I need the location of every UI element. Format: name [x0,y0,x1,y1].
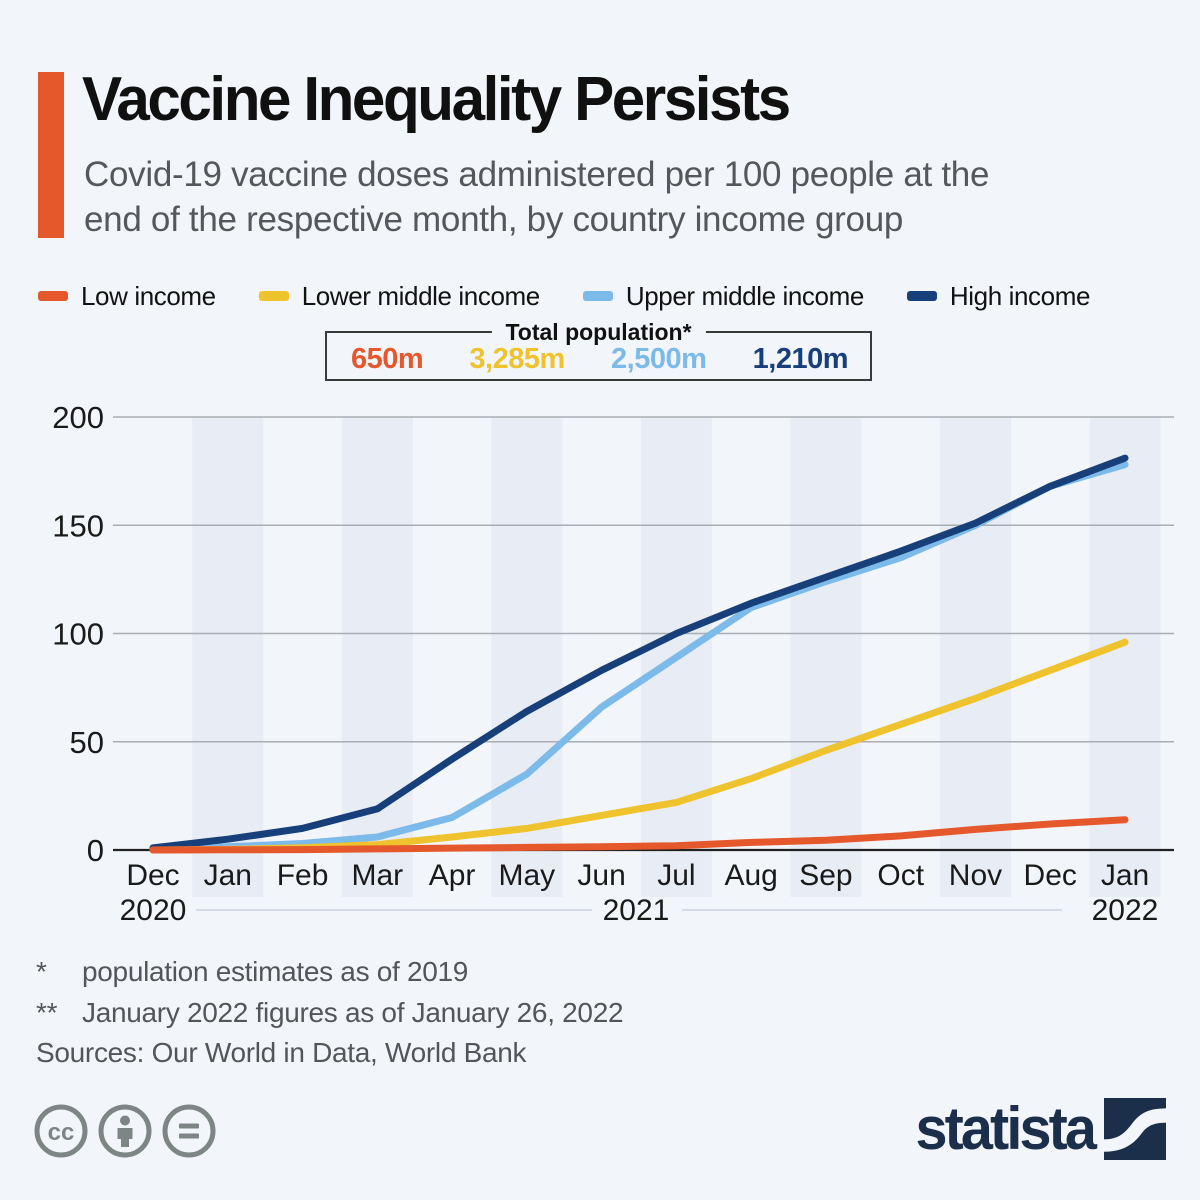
y-axis-label: 100 [52,617,104,652]
chart-svg: 200 150 100 50 0 Dec Jan Feb Mar Apr May Jun Jul Aug S… [52,400,1174,927]
statista-logo: statista [908,1094,1166,1163]
footnote-2-marker: ** [36,997,58,1028]
page-title: Vaccine Inequality Persists [82,65,791,134]
statista-swoosh-icon [1104,1097,1166,1160]
legend-label: High income [949,280,1091,311]
month-band [341,417,413,897]
no-derivatives-equals-icon [162,1104,216,1158]
legend-swatch-icon [582,291,613,301]
x-axis-month-label: May [499,859,556,892]
population-value-lower-middle-income: 3,285m [469,342,565,375]
legend-item-low-income: Low income [38,281,216,312]
month-band [192,417,264,897]
footnote-1: * population estimates as of 2019 [36,956,623,988]
legend-label: Lower middle income [301,280,540,311]
y-axis-label: 150 [52,508,104,543]
x-axis-year-label: 2020 [120,894,187,927]
y-axis-label: 200 [52,400,104,435]
x-axis-month-label: Jul [657,859,695,892]
footnote-2: ** January 2022 figures as of January 26… [36,997,624,1029]
x-axis-month-label: Jan [1101,859,1149,892]
legend-item-upper-middle-income: Upper middle income [582,280,864,312]
total-population-box: Total population* 650m 3,285m 2,500m 1,210m [325,319,872,381]
month-band [939,417,1011,897]
x-axis-month-label: Apr [429,859,476,892]
x-axis-year-label: 2022 [1092,894,1159,927]
population-value-high-income: 1,210m [752,342,849,375]
x-axis-month-label: Dec [1024,859,1077,892]
legend-label: Upper middle income [625,280,864,311]
footnote-1-marker: * [36,956,47,987]
sources-text: Sources: Our World in Data, World Bank [36,1037,527,1068]
statista-wordmark: statista [915,1095,1097,1162]
page-subtitle: Covid-19 vaccine doses administered per … [84,152,989,242]
legend-swatch-icon [906,291,937,301]
footnote-1-text: population estimates as of 2019 [82,956,469,987]
population-value-upper-middle-income: 2,500m [611,342,707,375]
total-population-values: 650m 3,285m 2,500m 1,210m [327,333,870,379]
footnote-2-text: January 2022 figures as of January 26, 2… [82,997,624,1028]
total-population-title: Total population* [491,319,706,346]
legend-label: Low income [81,280,216,311]
chart-legend: Low income Lower middle income Upper middl… [38,280,1090,312]
x-axis-year-label: 2021 [603,894,670,927]
x-axis-month-label: Oct [877,859,924,892]
x-axis-month-label: Aug [724,859,777,892]
attribution-person-icon [98,1104,152,1158]
legend-swatch-icon [258,291,289,301]
subtitle-line-2: end of the respective month, by country … [84,200,904,240]
population-value-low-income: 650m [351,342,424,375]
month-band [790,417,862,897]
y-axis-label: 50 [70,725,104,760]
svg-text:cc: cc [48,1119,75,1146]
subtitle-line-1: Covid-19 vaccine doses administered per … [84,155,990,194]
x-axis-month-label: Nov [949,859,1002,892]
legend-swatch-icon [38,291,68,301]
title-accent-bar [38,72,64,238]
month-band [491,417,563,897]
x-axis-month-label: Sep [799,859,852,892]
series-line-low-income [149,816,1129,854]
x-axis-month-label: Jan [204,859,252,892]
y-axis-label: 0 [87,833,104,868]
legend-item-high-income: High income [906,280,1091,312]
month-band [1089,417,1161,897]
x-axis-month-label: Feb [277,859,329,892]
license-icons: cc [32,1102,218,1160]
x-axis-month-label: Dec [126,859,179,892]
x-axis-month-label: Jun [577,859,625,892]
legend-item-lower-middle-income: Lower middle income [258,280,540,312]
x-axis-month-label: Mar [351,859,403,892]
series-line-high-income [149,454,1129,852]
cc-icon: cc [34,1104,88,1158]
footnotes: * population estimates as of 2019 ** Jan… [36,956,624,1038]
